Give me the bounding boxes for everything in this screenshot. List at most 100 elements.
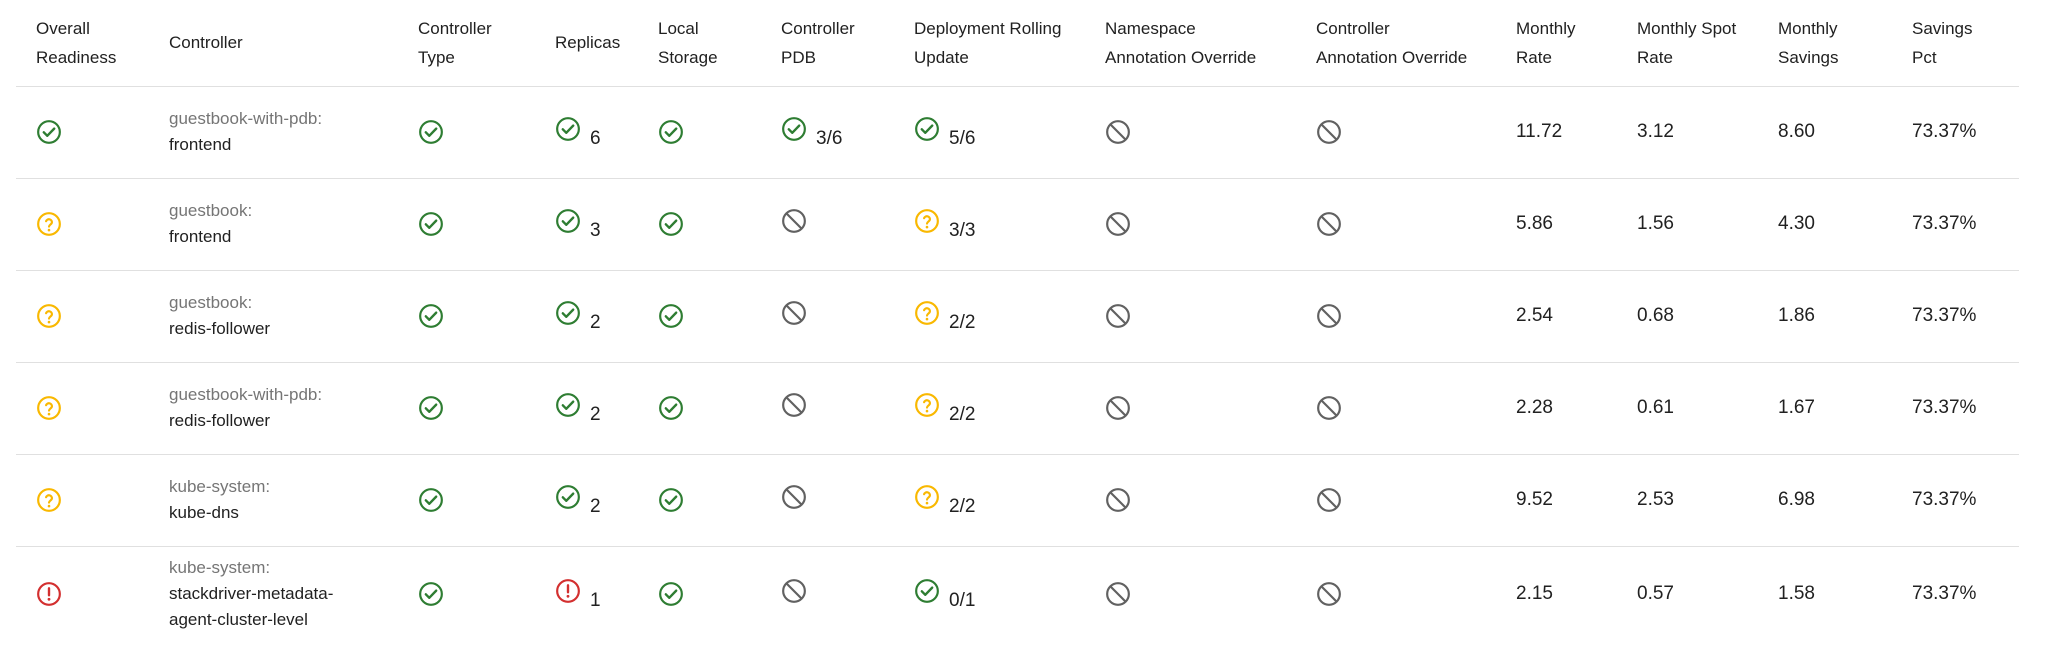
- replicas-cell: 1: [535, 546, 638, 642]
- column-header-label: Controller: [781, 18, 855, 38]
- column-header[interactable]: Replicas: [535, 0, 638, 87]
- controller-name[interactable]: redis-follower: [169, 319, 271, 338]
- rolling-update-cell-count: 2/2: [949, 496, 976, 517]
- column-header-label: PDB: [781, 47, 816, 67]
- rolling-update-cell-count: 3/3: [949, 220, 976, 241]
- controller-override-cell: [1296, 86, 1496, 179]
- controller-override-cell: [1296, 270, 1496, 363]
- controller-cell: kube-system: kube-dns: [149, 454, 398, 547]
- replicas-cell-value-group: 2: [555, 392, 601, 424]
- column-header[interactable]: Controller PDB: [761, 0, 894, 87]
- column-header[interactable]: Namespace Annotation Override: [1085, 0, 1296, 87]
- monthly-savings-cell: 1.58: [1758, 546, 1892, 642]
- block-icon: [1105, 395, 1131, 421]
- column-header-label: Update: [914, 47, 969, 67]
- column-header-label: Local: [658, 18, 699, 38]
- controller-cell: guestbook: redis-follower: [149, 270, 398, 363]
- overall-readiness-cell: [16, 270, 149, 363]
- monthly-rate-cell-value: 5.86: [1516, 213, 1553, 234]
- block-icon: [1316, 487, 1342, 513]
- block-icon: [781, 484, 807, 510]
- check-circle-icon: [914, 578, 940, 604]
- savings-pct-cell: 73.37%: [1892, 454, 2019, 547]
- block-icon: [1105, 581, 1131, 607]
- column-header-label: Rate: [1516, 47, 1552, 67]
- rolling-update-cell-count: 2/2: [949, 312, 976, 333]
- table-row[interactable]: guestbook: redis-follower 2 2/2 2.54 0.68 1.86…: [16, 270, 2019, 363]
- table-row[interactable]: guestbook-with-pdb: frontend 6 3/6 5/6 11.72 3…: [16, 86, 2019, 179]
- controller-pdb-cell: [761, 454, 894, 547]
- check-circle-icon: [555, 300, 581, 326]
- controller-name[interactable]: kube-dns: [169, 503, 239, 522]
- controller-namespace: kube-system:: [169, 558, 271, 578]
- monthly-spot-rate-cell: 2.53: [1617, 454, 1758, 547]
- table-row[interactable]: guestbook-with-pdb: redis-follower 2 2/2 2.2…: [16, 362, 2019, 455]
- column-header[interactable]: Monthly Spot Rate: [1617, 0, 1758, 87]
- check-circle-icon: [418, 303, 444, 329]
- controller-pdb-cell-value-group: 3/6: [781, 116, 842, 148]
- column-header[interactable]: Controller Annotation Override: [1296, 0, 1496, 87]
- monthly-spot-rate-cell-value: 0.57: [1637, 583, 1674, 605]
- column-header-label: Controller: [418, 18, 492, 38]
- column-header[interactable]: Monthly Savings: [1758, 0, 1892, 87]
- column-header[interactable]: Controller: [149, 0, 398, 87]
- monthly-rate-cell-value: 9.52: [1516, 489, 1553, 510]
- controller-name[interactable]: frontend: [169, 227, 232, 246]
- column-header-label: Pct: [1912, 47, 1937, 67]
- controller-name[interactable]: redis-follower: [169, 411, 271, 430]
- namespace-override-cell: [1085, 270, 1296, 363]
- monthly-savings-cell: 6.98: [1758, 454, 1892, 547]
- controller-type-cell: [398, 454, 535, 547]
- column-header-label: Monthly Spot: [1637, 18, 1737, 38]
- controller-type-cell: [398, 546, 535, 642]
- error-circle-icon: [36, 581, 62, 607]
- check-circle-icon: [418, 487, 444, 513]
- column-header[interactable]: Controller Type: [398, 0, 535, 87]
- controller-pdb-cell-value-group: [781, 392, 807, 418]
- block-icon: [781, 208, 807, 234]
- replicas-cell: 6: [535, 86, 638, 179]
- column-header[interactable]: Overall Readiness: [16, 0, 149, 87]
- controller-name[interactable]: stackdriver-metadata-: [169, 584, 334, 604]
- column-header[interactable]: Deployment Rolling Update: [894, 0, 1085, 87]
- savings-pct-cell-value: 73.37%: [1912, 121, 1977, 142]
- column-header-label: Deployment Rolling: [914, 18, 1062, 38]
- savings-pct-cell: 73.37%: [1892, 178, 2019, 271]
- controller-name[interactable]: frontend: [169, 135, 232, 154]
- controller-override-cell: [1296, 362, 1496, 455]
- monthly-spot-rate-cell: 0.68: [1617, 270, 1758, 363]
- replicas-cell-count: 1: [590, 590, 601, 612]
- column-header[interactable]: Local Storage: [638, 0, 761, 87]
- controller-pdb-cell: [761, 546, 894, 642]
- help-circle-icon: [36, 395, 62, 421]
- local-storage-cell: [638, 270, 761, 363]
- overall-readiness-cell: [16, 362, 149, 455]
- table-row[interactable]: kube-system: kube-dns 2 2/2 9.52 2.53 6.98 73.3…: [16, 454, 2019, 547]
- rolling-update-cell: 2/2: [894, 362, 1085, 455]
- table-row[interactable]: guestbook: frontend 3 3/3 5.86 1.56 4.30 73.37%: [16, 178, 2019, 271]
- monthly-rate-cell-value: 2.15: [1516, 583, 1553, 605]
- rolling-update-cell-value-group: 2/2: [914, 300, 975, 332]
- controller-pdb-cell-value-group: [781, 300, 807, 326]
- block-icon: [1316, 581, 1342, 607]
- namespace-override-cell: [1085, 454, 1296, 547]
- check-circle-icon: [418, 211, 444, 237]
- column-header-label: Type: [418, 47, 455, 67]
- local-storage-cell: [638, 546, 761, 642]
- check-circle-icon: [658, 303, 684, 329]
- rolling-update-cell-count: 5/6: [949, 128, 976, 149]
- replicas-cell: 2: [535, 454, 638, 547]
- block-icon: [1105, 487, 1131, 513]
- column-header[interactable]: Monthly Rate: [1496, 0, 1617, 87]
- controller-name[interactable]: agent-cluster-level: [169, 610, 308, 630]
- table-row[interactable]: kube-system: stackdriver-metadata-agent-c…: [16, 546, 2019, 642]
- overall-readiness-cell: [16, 546, 149, 642]
- column-header-label: Overall: [36, 18, 90, 38]
- controller-pdb-cell: 3/6: [761, 86, 894, 179]
- column-header[interactable]: Savings Pct: [1892, 0, 2019, 87]
- overall-readiness-cell: [16, 454, 149, 547]
- block-icon: [781, 392, 807, 418]
- controller-override-cell: [1296, 546, 1496, 642]
- check-circle-icon: [658, 119, 684, 145]
- block-icon: [1105, 211, 1131, 237]
